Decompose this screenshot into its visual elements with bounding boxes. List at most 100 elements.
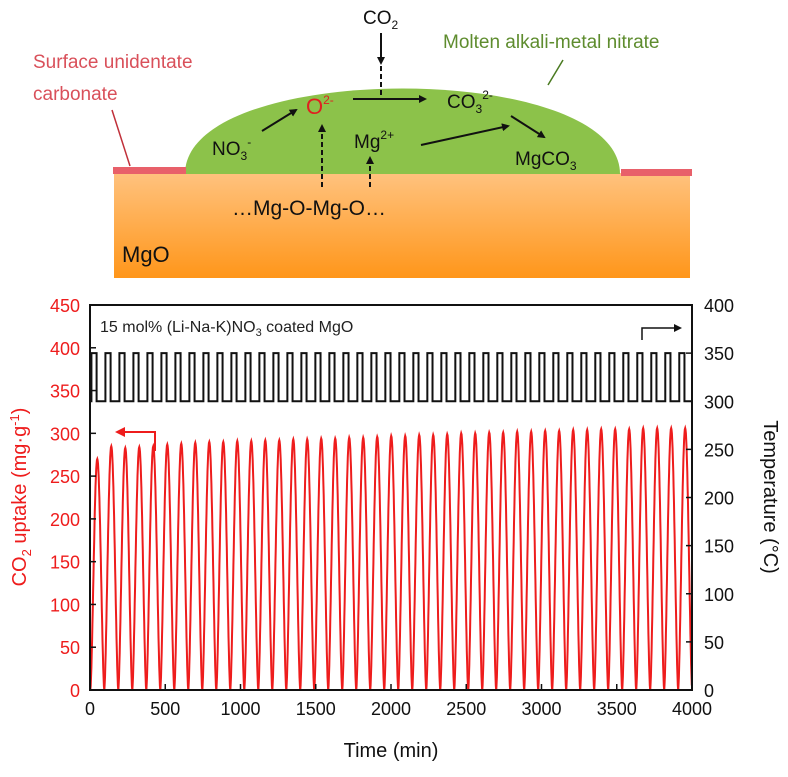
co2-uptake-cycle (173, 440, 190, 691)
carbonate-pointer (111, 109, 131, 167)
mgo-label: MgO (122, 242, 170, 267)
co2-uptake-cycle (607, 425, 624, 691)
y-left-axis-label: CO2 uptake (mg·g-1) (7, 408, 34, 587)
co3-to-mgco3-arrow-icon (510, 115, 546, 139)
co2-uptake-cycle (257, 436, 274, 691)
y-left-tick-label: 150 (50, 553, 80, 573)
co2-uptake-cycle (145, 442, 162, 691)
nitrate-ion-label: NO3- (212, 135, 251, 163)
magnesium-carbonate-label: MgCO3 (515, 149, 577, 173)
co2-uptake-cycle (383, 432, 400, 691)
co2-uptake-cycle (215, 438, 232, 691)
co2-uptake-cycle (411, 431, 428, 691)
surface-carbonate-label-2: carbonate (33, 84, 118, 105)
y-left-tick-label: 200 (50, 510, 80, 530)
co2-uptake-cycle (229, 437, 246, 691)
co2-uptake-cycle (285, 435, 302, 691)
y-left-tick-label: 400 (50, 339, 80, 359)
co2-uptake-cycle (341, 433, 358, 691)
x-tick-label: 0 (85, 699, 95, 719)
co2-uptake-cycle (579, 426, 596, 691)
co2-uptake-cycle (481, 428, 498, 691)
x-axis-label: Time (min) (344, 740, 439, 762)
co2-uptake-cycle (495, 428, 512, 691)
co2-uptake-cycle (523, 427, 540, 691)
y-right-tick-label: 150 (704, 537, 734, 557)
x-tick-label: 2500 (446, 699, 486, 719)
x-tick-label: 500 (150, 699, 180, 719)
co2-uptake-cycle (677, 424, 693, 691)
surface-carbonate-right (621, 169, 692, 176)
y-left-tick-label: 300 (50, 424, 80, 444)
x-tick-label: 1500 (296, 699, 336, 719)
y-right-tick-label: 250 (704, 440, 734, 460)
y-right-tick-label: 0 (704, 681, 714, 701)
y-right-tick-label: 350 (704, 344, 734, 364)
co2-uptake-cycle (271, 436, 288, 691)
mgo-substrate (114, 173, 690, 278)
molten-nitrate-label: Molten alkali-metal nitrate (443, 32, 659, 53)
co2-uptake-cycle (439, 430, 456, 691)
co2-uptake-cycle (425, 431, 442, 691)
y-left-tick-label: 50 (60, 638, 80, 658)
co2-uptake-cycle (201, 438, 218, 691)
co2-uptake-cycle (593, 425, 610, 691)
x-tick-label: 1000 (220, 699, 260, 719)
x-tick-label: 2000 (371, 699, 411, 719)
co2-label: CO2 (363, 8, 399, 32)
magnesium-ion-label: Mg2+ (354, 128, 394, 153)
y-left-tick-label: 350 (50, 382, 80, 402)
y-right-tick-label: 300 (704, 392, 734, 412)
no3-to-o2-arrow-icon (261, 108, 298, 132)
co2-uptake-cycle (635, 424, 652, 691)
temperature-series-line (90, 352, 692, 403)
left-axis-arrow-icon (115, 427, 156, 451)
co2-uptake-cycle (243, 437, 260, 691)
y-right-tick-label: 400 (704, 296, 734, 316)
co2-uptake-cycle (369, 433, 386, 691)
y-left-tick-label: 250 (50, 467, 80, 487)
mg-to-mgco3-arrow-icon (420, 123, 510, 146)
chart-annotation: 15 mol% (Li-Na-K)NO3 coated MgO (100, 319, 353, 339)
x-tick-label: 3000 (521, 699, 561, 719)
co2-uptake-cycle (621, 425, 638, 691)
y-left-tick-label: 450 (50, 296, 80, 316)
x-tick-label: 3500 (597, 699, 637, 719)
co2-uptake-cycle (313, 434, 330, 691)
y-right-tick-label: 200 (704, 489, 734, 509)
co2-uptake-cycle (467, 429, 484, 691)
schematic: CO2 Molten alkali-metal nitrate Surface … (33, 8, 692, 278)
y-left-tick-label: 100 (50, 595, 80, 615)
y-right-tick-label: 100 (704, 585, 734, 605)
co2-uptake-cycle (355, 433, 372, 691)
co2-uptake-cycle (649, 424, 666, 691)
oxide-ion-label: O2- (306, 93, 334, 119)
y-left-tick-label: 0 (70, 681, 80, 701)
nitrate-pointer (547, 59, 564, 86)
co2-uptake-cycle (397, 432, 414, 691)
surface-carbonate-label-1: Surface unidentate (33, 52, 193, 73)
co2-uptake-cycle (103, 442, 120, 691)
co2-uptake-cycle (299, 435, 316, 691)
co2-uptake-cycle (187, 438, 204, 691)
co2-uptake-cycle (509, 427, 526, 691)
co2-uptake-cycle (327, 434, 344, 691)
right-axis-arrow-icon (641, 324, 682, 340)
co2-uptake-cycle (551, 427, 568, 691)
surface-carbonate-left (113, 167, 186, 174)
co2-uptake-cycle (537, 427, 554, 691)
co2-uptake-cycle (89, 455, 106, 691)
y-right-tick-label: 50 (704, 633, 724, 653)
co2-uptake-cycle (159, 440, 176, 691)
co2-uptake-cycle (565, 426, 582, 691)
co2-uptake-cycle (663, 424, 680, 691)
carbonate-ion-label: CO32- (447, 88, 493, 116)
chart: 0 500 1000 1500 2000 2500 3000 3500 400005010015… (7, 296, 781, 762)
x-tick-label: 4000 (672, 699, 712, 719)
co2-uptake-cycle (453, 429, 470, 691)
y-right-axis-label: Temperature (°C) (759, 420, 781, 574)
co2-uptake-cycle (117, 444, 134, 691)
co2-uptake-cycle (131, 443, 148, 691)
lattice-label: …Mg-O-Mg-O… (232, 197, 386, 220)
